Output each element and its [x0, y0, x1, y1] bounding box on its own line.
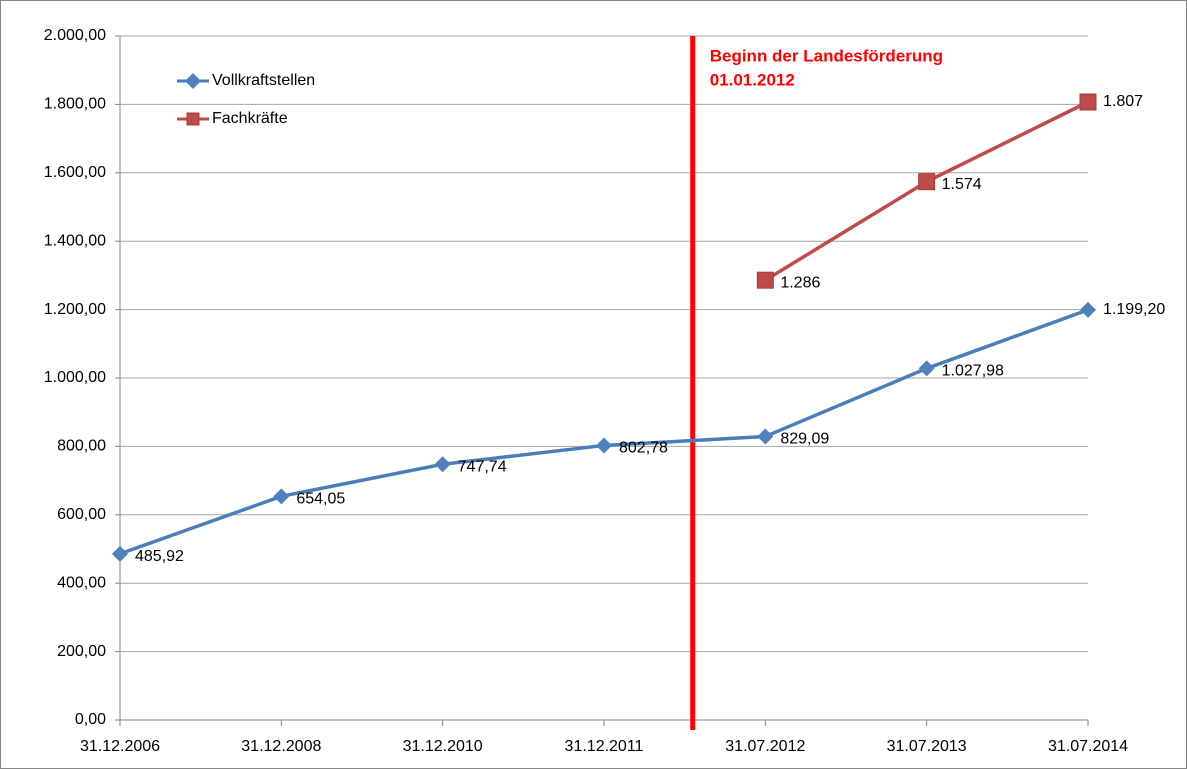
x-tick-label: 31.12.2008 — [241, 738, 321, 755]
x-tick-label: 31.07.2014 — [1048, 738, 1128, 755]
y-tick-label: 2.000,00 — [44, 27, 106, 44]
annotation-text: 01.01.2012 — [710, 70, 795, 89]
data-label: 1.574 — [942, 176, 982, 193]
data-label: 485,92 — [135, 548, 184, 565]
data-label: 1.199,20 — [1103, 301, 1165, 318]
y-tick-label: 400,00 — [57, 574, 106, 591]
data-label: 747,74 — [458, 458, 507, 475]
data-point — [434, 456, 451, 473]
data-label: 1.027,98 — [942, 363, 1004, 380]
data-point — [756, 271, 774, 289]
y-tick-label: 1.400,00 — [44, 232, 106, 249]
x-tick-label: 31.12.2011 — [565, 738, 644, 755]
data-point — [918, 173, 936, 191]
data-label: 1.807 — [1103, 93, 1143, 110]
data-point — [918, 360, 935, 377]
legend-label: Vollkraftstellen — [212, 72, 315, 89]
y-tick-label: 800,00 — [57, 438, 106, 455]
x-tick-label: 31.12.2006 — [80, 738, 160, 755]
data-label: 654,05 — [296, 491, 345, 508]
data-point — [1080, 301, 1096, 318]
legend-label: Fachkräfte — [212, 110, 288, 127]
legend-marker — [185, 73, 201, 89]
x-tick-label: 31.12.2010 — [403, 738, 483, 755]
y-tick-label: 1.200,00 — [44, 301, 106, 318]
y-tick-label: 1.600,00 — [44, 164, 106, 181]
y-tick-label: 600,00 — [57, 506, 106, 523]
x-tick-label: 31.07.2013 — [887, 738, 967, 755]
data-point — [1079, 93, 1097, 111]
data-point — [757, 428, 774, 445]
annotation-text: Beginn der Landesförderung — [710, 46, 943, 65]
y-tick-label: 1.800,00 — [44, 96, 106, 113]
x-tick-label: 31.07.2012 — [725, 738, 805, 755]
data-label: 829,09 — [780, 431, 829, 448]
y-tick-label: 200,00 — [57, 643, 106, 660]
data-point — [112, 545, 128, 562]
legend-marker — [186, 112, 200, 126]
data-point — [273, 488, 290, 505]
data-label: 802,78 — [619, 440, 668, 457]
y-tick-label: 1.000,00 — [44, 369, 106, 386]
data-label: 1.286 — [780, 274, 820, 291]
y-tick-label: 0,00 — [75, 711, 106, 728]
data-point — [596, 437, 612, 454]
